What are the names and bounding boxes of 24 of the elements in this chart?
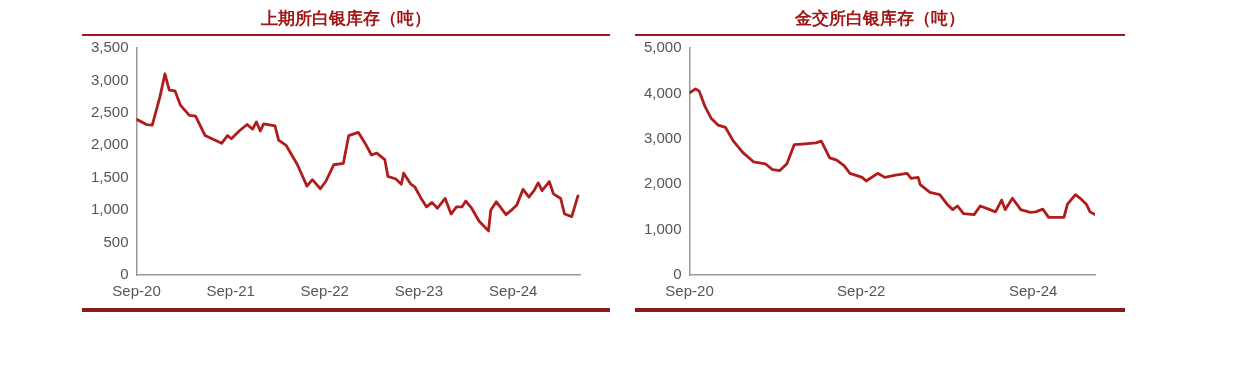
- y-tick-label: 3,000: [643, 128, 682, 146]
- y-tick-label: 2,500: [90, 103, 129, 120]
- x-tick-label: Sep-22: [837, 282, 886, 300]
- x-tick-label: Sep-21: [206, 282, 255, 300]
- x-tick-label: Sep-20: [665, 282, 714, 300]
- y-tick-label: 1,000: [90, 200, 129, 218]
- x-tick-label: Sep-24: [489, 282, 538, 300]
- y-tick-label: 3,500: [90, 38, 129, 56]
- chart-title: 金交所白银库存（吨）: [635, 4, 1125, 36]
- x-tick-label: Sep-24: [1008, 282, 1058, 300]
- x-tick-label: Sep-22: [300, 282, 349, 300]
- y-tick-label: 2,000: [90, 135, 129, 153]
- x-tick-label: Sep-20: [112, 282, 161, 300]
- chart-title: 上期所白银库存（吨）: [82, 4, 610, 36]
- y-tick-label: 3,000: [90, 70, 129, 88]
- y-tick-label: 0: [120, 265, 129, 283]
- y-tick-label: 500: [103, 232, 129, 250]
- x-tick-label: Sep-23: [394, 282, 444, 300]
- y-tick-label: 2,000: [643, 174, 682, 192]
- y-tick-label: 1,500: [90, 167, 129, 185]
- y-tick-label: 4,000: [643, 83, 682, 101]
- y-tick-label: 1,000: [643, 219, 682, 237]
- y-tick-label: 5,000: [643, 38, 682, 56]
- y-tick-label: 0: [673, 265, 682, 283]
